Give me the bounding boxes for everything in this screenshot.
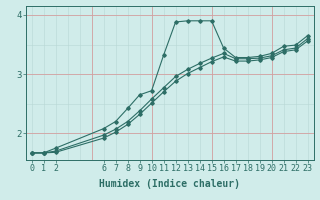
- X-axis label: Humidex (Indice chaleur): Humidex (Indice chaleur): [99, 179, 240, 189]
